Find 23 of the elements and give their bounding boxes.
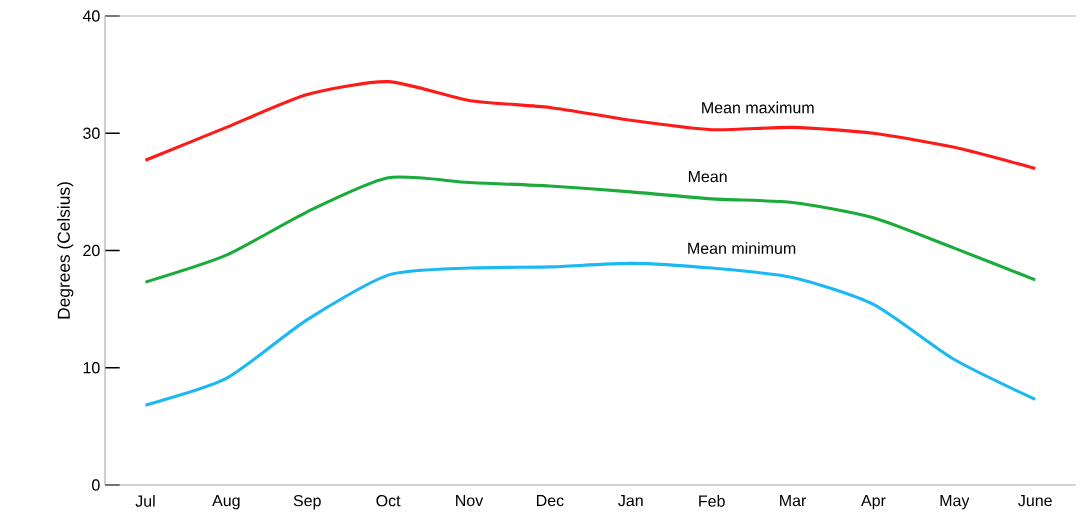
series-label: Mean minimum bbox=[688, 242, 796, 255]
y-tick-label: 30 bbox=[83, 127, 100, 139]
x-tick-label: Aug bbox=[212, 495, 240, 510]
x-tick-label: Nov bbox=[456, 495, 484, 507]
x-tick-label: June bbox=[1018, 495, 1052, 507]
y-tick-label: 10 bbox=[83, 362, 100, 374]
x-tick-label: Dec bbox=[536, 495, 564, 507]
y-axis-title: Degrees (Celsius) bbox=[57, 182, 74, 319]
x-tick-label: Sep bbox=[293, 495, 321, 510]
line-series bbox=[143, 261, 1037, 407]
x-tick-label: Mar bbox=[780, 495, 807, 507]
x-tick-label: Apr bbox=[861, 495, 886, 510]
x-tick-label: Jan bbox=[618, 495, 643, 507]
y-tick-label: 40 bbox=[82, 10, 100, 22]
y-tick-label: 20 bbox=[83, 244, 100, 257]
y-tick-label: 0 bbox=[92, 479, 100, 491]
x-tick-label: Feb bbox=[699, 495, 725, 507]
x-tick-label: Jul bbox=[135, 495, 155, 507]
series-label: Mean bbox=[688, 171, 727, 183]
x-tick-label: Oct bbox=[376, 495, 401, 507]
x-tick-label: May bbox=[940, 495, 970, 510]
series-label: Mean maximum bbox=[702, 101, 814, 114]
line-series bbox=[143, 80, 1037, 170]
